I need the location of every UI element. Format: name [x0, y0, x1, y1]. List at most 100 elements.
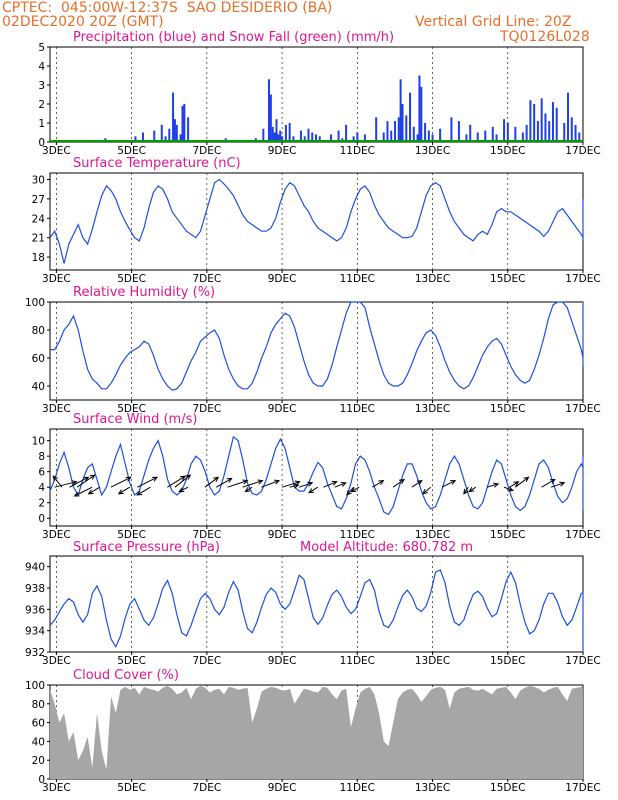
- temperature-plot-frame: [49, 172, 584, 271]
- precipitation-bar: [352, 136, 355, 142]
- y-tick-label: 4: [38, 482, 45, 494]
- wind-vector-arrow: [281, 481, 300, 488]
- wind-vector-arrow: [372, 480, 384, 488]
- wind-vector-head: [73, 491, 80, 497]
- precipitation-bar: [491, 126, 494, 142]
- x-tick-label: 15DEC: [490, 655, 525, 667]
- wind-vector-arrow: [242, 480, 263, 488]
- precipitation-bar: [424, 123, 427, 142]
- precipitation-bar: [525, 124, 528, 142]
- precipitation-bar: [273, 132, 276, 142]
- precipitation-bar: [303, 136, 306, 142]
- wind-vector-arrow: [88, 486, 100, 495]
- precipitation-bar: [363, 134, 366, 142]
- wind-vector-head: [294, 480, 301, 486]
- precipitation-bar: [288, 123, 291, 142]
- wind-vector-head: [559, 481, 566, 487]
- y-tick-label: 20: [32, 755, 45, 767]
- precipitation-bar: [416, 134, 419, 142]
- y-tick-label: 936: [25, 604, 45, 616]
- cloud-cover-panel: Cloud Cover (%) 3DEC 5DEC 7DEC 9DEC 11DEC 13D…: [25, 668, 601, 794]
- y-tick-label: 0: [38, 513, 45, 525]
- wind-vector-head: [226, 477, 233, 483]
- x-tick-label: 9DEC: [268, 529, 297, 541]
- y-tick-label: 4: [38, 61, 45, 73]
- vertical-grid-note: Vertical Grid Line: 20Z: [415, 14, 572, 30]
- precipitation-bar: [551, 102, 554, 142]
- precipitation-bar: [337, 130, 340, 142]
- precipitation-bar: [393, 121, 396, 142]
- wind-vector-arrow: [289, 484, 299, 488]
- wind-title: Surface Wind (m/s): [73, 412, 197, 427]
- wind-vector-head: [89, 474, 96, 480]
- wind-vector-head: [273, 479, 281, 485]
- y-tick-label: 27: [32, 194, 45, 206]
- precipitation-bar: [183, 104, 186, 142]
- wind-vector-head: [52, 475, 58, 482]
- precipitation-bar: [269, 94, 272, 142]
- precipitation-bar: [271, 126, 274, 142]
- precipitation-bar: [175, 124, 178, 142]
- wind-vector-head: [178, 487, 185, 493]
- x-tick-label: 13DEC: [415, 403, 450, 415]
- wind-vector-arrow: [351, 486, 360, 493]
- wind-vector-head: [136, 490, 143, 496]
- wind-vector-arrow: [118, 486, 131, 495]
- precipitation-bar: [450, 117, 453, 142]
- wind-vector-head: [513, 481, 520, 487]
- wind-vector-arrow: [54, 481, 77, 488]
- x-tick-label: 5DEC: [117, 529, 146, 541]
- precipitation-bar: [578, 132, 581, 142]
- wind-vector-arrow: [308, 486, 319, 494]
- x-tick-label: 13DEC: [415, 782, 450, 794]
- wind-vector-arrow: [468, 486, 477, 493]
- x-tick-label: 7DEC: [192, 145, 221, 157]
- precipitation-bar: [536, 121, 539, 142]
- x-tick-label: 15DEC: [490, 782, 525, 794]
- wind-vector-head: [244, 487, 251, 493]
- wind-vector-head: [257, 479, 264, 485]
- wind-vector-head: [125, 476, 132, 482]
- wind-vector-head: [185, 474, 192, 480]
- wind-vector-arrow: [76, 474, 95, 488]
- wind-vector-head: [463, 488, 469, 495]
- x-tick-label: 7DEC: [192, 403, 221, 415]
- x-tick-label: 9DEC: [268, 782, 297, 794]
- wind-vector-arrow: [514, 476, 529, 488]
- x-tick-label: 3DEC: [42, 273, 71, 285]
- wind-vector-head: [117, 489, 124, 495]
- precipitation-bar: [314, 134, 317, 142]
- x-tick-label: 13DEC: [415, 145, 450, 157]
- precipitation-bar: [307, 128, 310, 142]
- temperature-title: Surface Temperature (nC): [73, 156, 241, 171]
- y-tick-label: 100: [25, 680, 45, 692]
- x-tick-label: 17DEC: [565, 655, 600, 667]
- wind-vector-arrow: [204, 476, 219, 488]
- precipitation-bar: [279, 130, 282, 142]
- precipitation-bar: [427, 130, 430, 142]
- wind-vector-arrow: [541, 479, 556, 488]
- precipitation-bar: [173, 119, 176, 142]
- y-tick-label: 6: [38, 467, 45, 479]
- wind-vector-arrow: [509, 481, 519, 488]
- x-tick-label: 11DEC: [340, 273, 375, 285]
- wind-panel: Surface Wind (m/s) 3DEC 5DEC 7DEC 9DEC 11DEC…: [32, 412, 601, 541]
- wind-vector-head: [350, 487, 357, 493]
- cloud-cover-title: Cloud Cover (%): [73, 668, 179, 683]
- wind-vector-arrow: [74, 486, 93, 497]
- y-tick-label: 40: [32, 381, 45, 393]
- x-tick-label: 15DEC: [490, 145, 525, 157]
- x-tick-label: 13DEC: [415, 655, 450, 667]
- precipitation-bar: [330, 134, 333, 142]
- wind-vector-head: [450, 480, 457, 485]
- x-tick-label: 17DEC: [565, 273, 600, 285]
- y-tick-label: 100: [25, 297, 45, 309]
- humidity-panel: Relative Humidity (%) 3DEC 5DEC 7DEC 9DEC 11…: [25, 285, 601, 415]
- wind-vector-head: [331, 480, 338, 486]
- wind-vector-arrow: [110, 476, 131, 488]
- precipitation-bar: [281, 136, 284, 142]
- x-tick-label: 5DEC: [117, 145, 146, 157]
- precipitation-bar: [356, 132, 359, 142]
- precipitation-bar: [521, 132, 524, 142]
- x-tick-label: 9DEC: [268, 145, 297, 157]
